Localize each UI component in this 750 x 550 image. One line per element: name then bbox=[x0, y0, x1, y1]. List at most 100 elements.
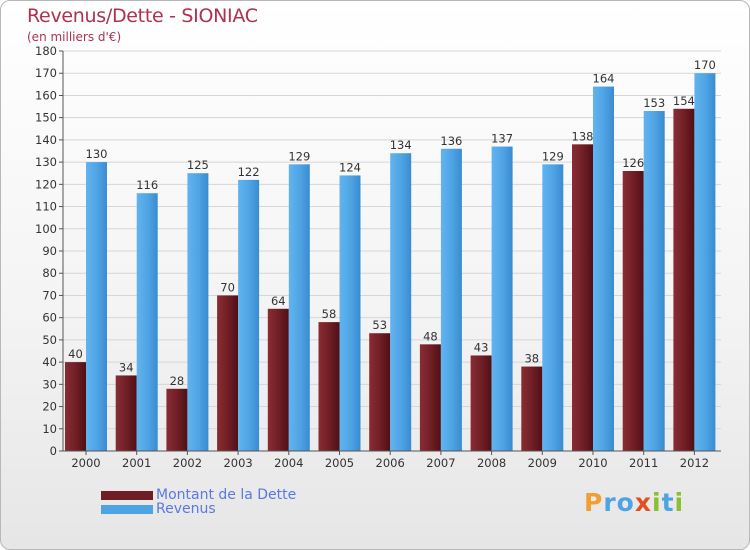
legend-swatch-revenue bbox=[101, 504, 153, 514]
data-label-debt-2011: 126 bbox=[622, 156, 644, 170]
bar-revenue-2001 bbox=[136, 193, 158, 451]
data-label-revenue-2004: 129 bbox=[288, 149, 310, 163]
bar-revenue-2002 bbox=[187, 173, 209, 451]
data-label-debt-2006: 53 bbox=[372, 318, 387, 332]
y-tick-label: 110 bbox=[35, 200, 57, 214]
data-label-debt-2005: 58 bbox=[322, 307, 337, 321]
x-tick-label: 2000 bbox=[71, 456, 100, 470]
x-tick-label: 2001 bbox=[122, 456, 151, 470]
y-tick-label: 120 bbox=[35, 177, 57, 191]
data-label-debt-2007: 48 bbox=[423, 329, 438, 343]
bar-revenue-2003 bbox=[238, 179, 260, 451]
bar-revenue-2007 bbox=[440, 148, 462, 451]
x-tick-label: 2012 bbox=[680, 456, 709, 470]
bar-debt-2002 bbox=[166, 388, 188, 451]
logo-letter: x bbox=[634, 488, 652, 517]
legend-label-debt: Montant de la Dette bbox=[156, 487, 297, 503]
y-tick-label: 50 bbox=[42, 333, 57, 347]
y-tick-label: 10 bbox=[42, 422, 57, 436]
data-label-debt-2003: 70 bbox=[220, 280, 235, 294]
bar-revenue-2009 bbox=[542, 164, 564, 452]
data-label-revenue-2008: 137 bbox=[491, 132, 513, 146]
bars bbox=[65, 73, 716, 452]
y-tick-label: 150 bbox=[35, 111, 57, 125]
proxiti-logo: Proxiti bbox=[584, 488, 684, 517]
x-tick-label: 2009 bbox=[528, 456, 557, 470]
logo-letter: i bbox=[652, 488, 662, 517]
bar-revenue-2011 bbox=[643, 111, 665, 451]
bar-revenue-2005 bbox=[339, 175, 361, 451]
data-label-debt-2001: 34 bbox=[119, 360, 134, 374]
data-label-debt-2008: 43 bbox=[474, 340, 489, 354]
logo-letter: i bbox=[674, 488, 685, 517]
data-label-revenue-2001: 116 bbox=[136, 178, 158, 192]
data-label-debt-2012: 154 bbox=[673, 94, 695, 108]
logo-letter: t bbox=[661, 488, 675, 517]
bar-revenue-2000 bbox=[86, 162, 107, 451]
data-label-debt-2009: 38 bbox=[524, 352, 539, 366]
bar-debt-2005 bbox=[318, 322, 340, 451]
y-tick-label: 170 bbox=[35, 66, 57, 80]
bar-debt-2000 bbox=[65, 362, 86, 451]
bar-debt-2009 bbox=[521, 366, 543, 451]
legend-item-debt: Montant de la Dette bbox=[101, 487, 297, 503]
legend-item-revenue: Revenus bbox=[101, 501, 216, 517]
data-label-revenue-2011: 153 bbox=[643, 96, 665, 110]
data-label-debt-2002: 28 bbox=[170, 374, 185, 388]
bar-debt-2001 bbox=[115, 375, 137, 451]
y-tick-label: 90 bbox=[42, 244, 57, 258]
y-tick-label: 130 bbox=[35, 155, 57, 169]
y-tick-label: 20 bbox=[42, 400, 57, 414]
x-tick-label: 2006 bbox=[376, 456, 405, 470]
bar-revenue-2006 bbox=[390, 153, 412, 451]
data-label-revenue-2005: 124 bbox=[339, 160, 361, 174]
logo-letter: r bbox=[603, 488, 617, 517]
x-tick-label: 2004 bbox=[274, 456, 303, 470]
logo-letter: P bbox=[584, 488, 604, 517]
y-tick-label: 0 bbox=[50, 444, 57, 458]
bar-debt-2010 bbox=[572, 144, 593, 452]
bar-debt-2003 bbox=[217, 295, 239, 451]
logo-letter: o bbox=[616, 488, 635, 517]
data-label-revenue-2006: 134 bbox=[390, 138, 412, 152]
axes bbox=[62, 51, 721, 452]
x-tick-label: 2011 bbox=[629, 456, 658, 470]
y-axis-ticks: 0 10 20 30 40 50 60 70 80 90 100 110 120 130 140 150 160… bbox=[35, 44, 63, 458]
data-label-debt-2010: 138 bbox=[572, 129, 594, 143]
y-tick-label: 60 bbox=[42, 311, 57, 325]
data-label-revenue-2000: 130 bbox=[86, 147, 108, 161]
legend-label-revenue: Revenus bbox=[156, 501, 216, 517]
data-label-debt-2000: 40 bbox=[68, 347, 83, 361]
data-labels: 40 130 34 116 28 125 70 122 64 129 58 124 53 134 48 136… bbox=[68, 58, 716, 388]
bar-revenue-2012 bbox=[694, 73, 716, 451]
bar-debt-2007 bbox=[419, 344, 441, 451]
bar-revenue-2004 bbox=[288, 164, 310, 452]
data-label-revenue-2012: 170 bbox=[694, 58, 716, 72]
legend-swatch-debt bbox=[101, 490, 153, 500]
bar-debt-2006 bbox=[369, 333, 391, 451]
data-label-revenue-2010: 164 bbox=[593, 72, 615, 86]
x-tick-label: 2002 bbox=[173, 456, 202, 470]
bar-revenue-2010 bbox=[593, 86, 614, 452]
bar-debt-2011 bbox=[622, 171, 644, 451]
chart-title: Revenus/Dette - SIONIAC bbox=[27, 5, 258, 27]
data-label-debt-2004: 64 bbox=[271, 294, 286, 308]
x-tick-label: 2010 bbox=[578, 456, 607, 470]
bar-debt-2008 bbox=[470, 355, 492, 451]
data-label-revenue-2002: 125 bbox=[187, 158, 209, 172]
y-tick-label: 100 bbox=[35, 222, 57, 236]
y-tick-label: 80 bbox=[42, 266, 57, 280]
x-tick-label: 2003 bbox=[223, 456, 252, 470]
bar-debt-2004 bbox=[267, 308, 289, 451]
y-tick-label: 30 bbox=[42, 377, 57, 391]
bar-revenue-2008 bbox=[491, 146, 513, 452]
data-label-revenue-2007: 136 bbox=[440, 134, 462, 148]
y-tick-label: 180 bbox=[35, 44, 57, 58]
y-tick-label: 160 bbox=[35, 88, 57, 102]
x-tick-label: 2005 bbox=[325, 456, 354, 470]
y-tick-label: 140 bbox=[35, 133, 57, 147]
y-tick-label: 40 bbox=[42, 355, 57, 369]
bar-debt-2012 bbox=[673, 108, 695, 452]
